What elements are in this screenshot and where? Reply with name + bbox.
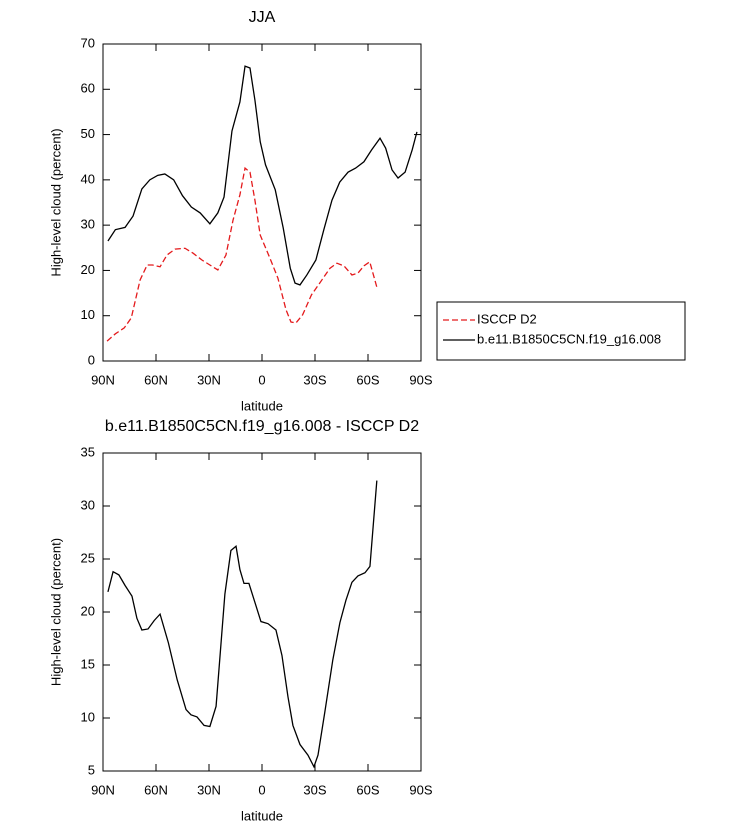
y-tick-label: 40 (81, 171, 95, 186)
chart-title: b.e11.B1850C5CN.f19_g16.008 - ISCCP D2 (105, 418, 419, 435)
y-tick-label: 10 (81, 307, 95, 322)
y-tick-label: 5 (88, 762, 95, 777)
y-tick-label: 15 (81, 656, 95, 671)
legend-label: ISCCP D2 (477, 311, 537, 326)
x-tick-label: 90S (409, 782, 432, 797)
y-axis-label: High-level cloud (percent) (48, 128, 63, 276)
plot-frame (102, 452, 422, 772)
x-axis-label: latitude (241, 808, 283, 823)
x-tick-label: 90N (91, 782, 115, 797)
chart-title: JJA (249, 9, 276, 26)
x-tick-label: 60S (356, 782, 379, 797)
y-tick-label: 0 (88, 352, 95, 367)
y-tick-label: 70 (81, 35, 95, 50)
legend-box (436, 301, 686, 361)
legend-label: b.e11.B1850C5CN.f19_g16.008 (477, 331, 661, 346)
x-tick-label: 60N (144, 782, 168, 797)
x-tick-label: 30N (197, 782, 221, 797)
x-tick-label: 0 (258, 372, 265, 387)
x-tick-label: 30S (303, 372, 326, 387)
data-line (107, 480, 378, 769)
y-tick-label: 20 (81, 262, 95, 277)
x-axis-label: latitude (241, 398, 283, 413)
x-tick-label: 0 (258, 782, 265, 797)
x-tick-label: 90S (409, 372, 432, 387)
x-tick-label: 30N (197, 372, 221, 387)
data-line (106, 166, 378, 342)
y-tick-label: 50 (81, 126, 95, 141)
y-tick-label: 25 (81, 550, 95, 565)
x-tick-label: 90N (91, 372, 115, 387)
y-tick-label: 30 (81, 497, 95, 512)
y-tick-label: 10 (81, 709, 95, 724)
y-axis-label: High-level cloud (percent) (48, 538, 63, 686)
x-tick-label: 30S (303, 782, 326, 797)
data-line (107, 65, 418, 286)
y-tick-label: 30 (81, 217, 95, 232)
y-tick-label: 35 (81, 444, 95, 459)
x-tick-label: 60N (144, 372, 168, 387)
plot-frame (102, 43, 422, 362)
y-tick-label: 20 (81, 603, 95, 618)
x-tick-label: 60S (356, 372, 379, 387)
y-tick-label: 60 (81, 81, 95, 96)
